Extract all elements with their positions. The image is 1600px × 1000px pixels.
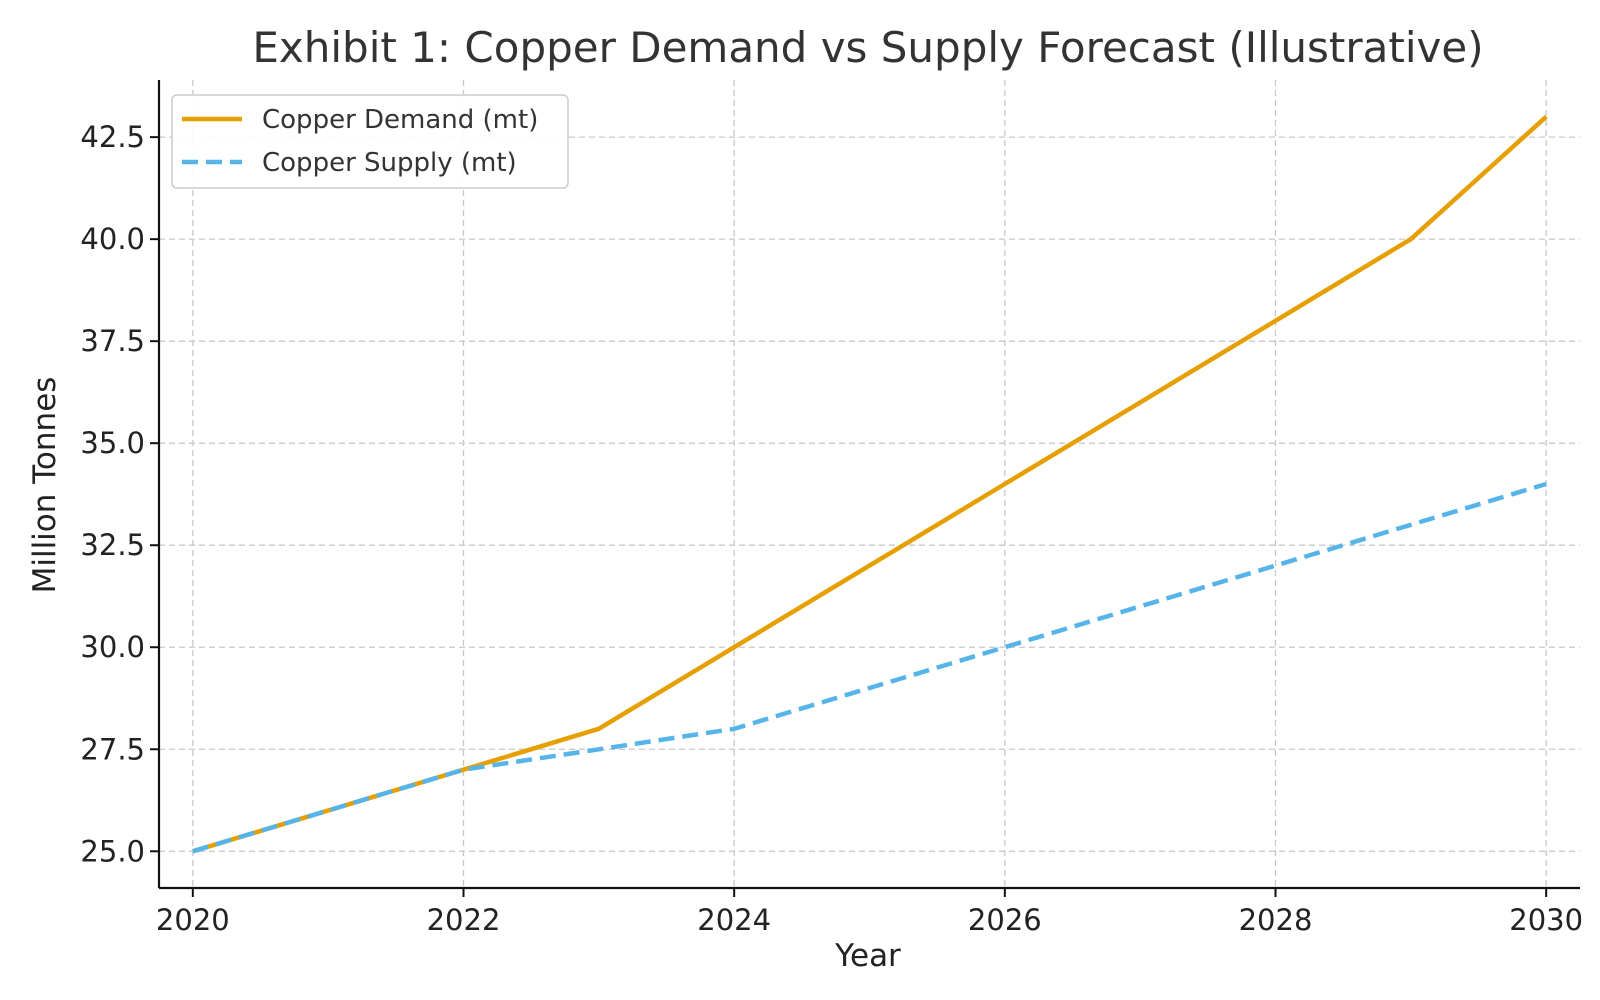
chart-title: Exhibit 1: Copper Demand vs Supply Forec… (252, 23, 1483, 72)
grid (159, 80, 1580, 888)
y-tick-label: 42.5 (80, 120, 145, 154)
y-tick-label: 40.0 (80, 222, 145, 256)
y-tick-label: 37.5 (80, 324, 145, 358)
x-axis-ticks: 2020 2022 2024 2026 2028 2030 (156, 888, 1583, 937)
y-tick-label: 35.0 (80, 426, 145, 460)
series-line-copper-supply (192, 481, 1547, 854)
x-tick-label: 2030 (1509, 903, 1583, 937)
legend-box (171, 94, 569, 189)
y-axis-label: Million Tonnes (27, 377, 63, 594)
x-axis-label: Year (834, 938, 901, 974)
legend-label: Copper Supply (mt) (262, 148, 517, 178)
series-line-copper-demand (192, 115, 1548, 854)
legend-label: Copper Demand (mt) (262, 105, 538, 135)
x-tick-label: 2028 (1239, 903, 1313, 937)
x-tick-label: 2020 (156, 903, 230, 937)
axes (157, 80, 1580, 890)
x-tick-label: 2022 (427, 903, 501, 937)
series-lines (192, 115, 1548, 854)
y-tick-label: 30.0 (80, 630, 145, 664)
y-tick-label: 25.0 (80, 834, 145, 868)
x-tick-label: 2024 (697, 903, 771, 937)
y-axis-ticks: 25.0 27.5 30.0 32.5 35.0 37.5 40.0 42.5 (80, 120, 159, 868)
y-tick-label: 32.5 (80, 528, 145, 562)
legend: Copper Demand (mt) Copper Supply (mt) (171, 94, 569, 189)
y-tick-label: 27.5 (80, 732, 145, 766)
x-tick-label: 2026 (968, 903, 1042, 937)
